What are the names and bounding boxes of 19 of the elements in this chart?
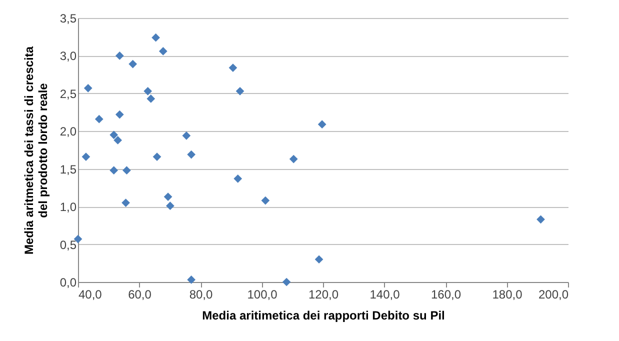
x-tick-label: 100,0: [247, 288, 278, 302]
y-tick-label: 2,0: [60, 124, 77, 139]
y-tick-label: 1,0: [60, 200, 77, 214]
x-axis-title: Media aritimetica dei rapporti Debito su Pil: [202, 308, 445, 322]
y-tick-label: 0,5: [60, 238, 77, 252]
x-tick-label: 180,0: [492, 288, 523, 302]
x-tick-label: 120,0: [308, 288, 339, 302]
x-tick-label: 160,0: [430, 288, 462, 302]
x-tick-label: 40,0: [78, 288, 102, 302]
y-tick-label: 2,5: [60, 86, 77, 101]
x-tick-label: 60,0: [128, 288, 152, 302]
y-axis-title: Media aritmetica dei tassi di crescita del prodotto lordo reale: [22, 46, 50, 255]
x-tick-label: 200,0: [538, 288, 569, 302]
x-tick-label: 80,0: [189, 288, 213, 302]
y-tick-label: 1,5: [60, 162, 77, 176]
x-tick-label: 140,0: [370, 288, 400, 302]
y-tick-label: 3,5: [60, 12, 77, 26]
y-tick-label: 0,0: [60, 276, 77, 290]
y-tick-label: 3,0: [60, 49, 77, 64]
